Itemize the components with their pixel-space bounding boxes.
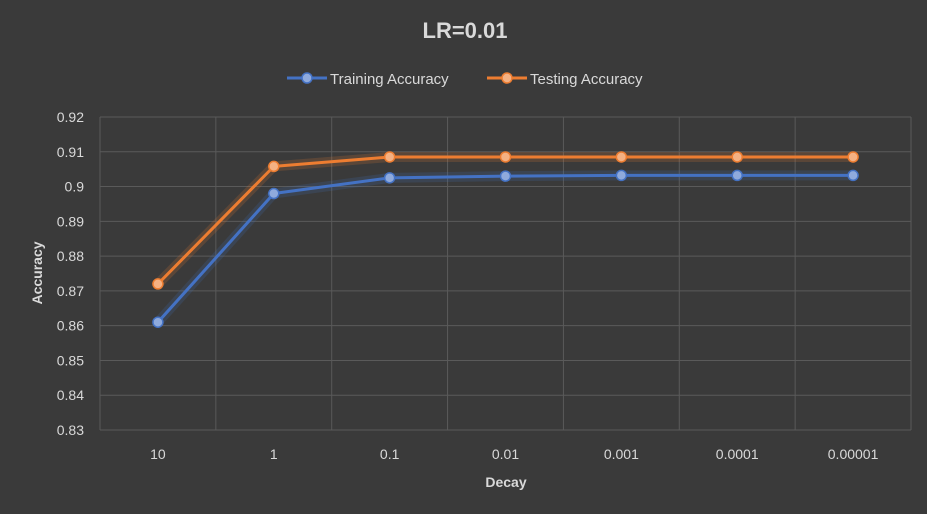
x-axis-title: Decay — [485, 474, 526, 490]
x-tick-label: 1 — [270, 446, 278, 462]
data-point-training — [499, 170, 512, 182]
y-tick-label: 0.89 — [57, 213, 84, 229]
data-point-testing — [847, 151, 859, 163]
y-tick-label: 0.92 — [57, 109, 84, 125]
y-tick-label: 0.84 — [57, 387, 84, 403]
data-point-training — [152, 316, 164, 328]
data-point-testing — [152, 278, 164, 290]
legend-marker-testing — [501, 72, 513, 84]
gridlines — [99, 116, 912, 431]
data-point-training — [847, 169, 859, 182]
y-tick-label: 0.9 — [65, 179, 85, 195]
legend-marker-training — [301, 72, 313, 84]
y-tick-label: 0.83 — [57, 422, 84, 438]
legend-label-training: Training Accuracy — [330, 71, 449, 88]
series-glow-training — [154, 170, 854, 326]
y-axis-title: Accuracy — [29, 241, 45, 304]
legend-item-training: Training Accuracy — [287, 71, 449, 88]
x-tick-label: 0.00001 — [828, 446, 879, 462]
data-point-testing — [383, 151, 396, 163]
legend-item-testing: Testing Accuracy — [487, 71, 643, 88]
x-axis-tick-labels: 10 1 0.1 0.01 0.001 0.0001 0.00001 — [150, 446, 878, 462]
x-tick-label: 0.1 — [380, 446, 400, 462]
data-point-testing — [731, 151, 743, 163]
y-tick-label: 0.85 — [57, 352, 84, 368]
data-point-testing — [268, 160, 280, 173]
series-line-training — [156, 173, 854, 324]
legend-label-testing: Testing Accuracy — [530, 71, 643, 88]
data-point-training — [731, 169, 743, 182]
x-tick-label: 0.01 — [492, 446, 519, 462]
data-point-training — [383, 172, 396, 184]
y-tick-label: 0.91 — [57, 144, 84, 160]
data-point-testing — [499, 151, 512, 163]
y-tick-label: 0.87 — [57, 283, 84, 299]
y-tick-label: 0.86 — [57, 318, 84, 334]
data-point-training — [268, 187, 280, 200]
y-tick-label: 0.88 — [57, 248, 84, 264]
x-tick-label: 10 — [150, 446, 166, 462]
data-point-training — [615, 169, 628, 182]
data-point-testing — [615, 151, 628, 163]
x-tick-label: 0.0001 — [716, 446, 759, 462]
y-axis-tick-labels: 0.83 0.84 0.85 0.86 0.87 0.88 0.89 0.9 0.91 0.92 — [57, 109, 84, 438]
series-layer — [152, 151, 859, 328]
chart-title: LR=0.01 — [423, 18, 508, 43]
x-tick-label: 0.001 — [604, 446, 639, 462]
legend: Training Accuracy Testing Accuracy — [287, 71, 643, 88]
